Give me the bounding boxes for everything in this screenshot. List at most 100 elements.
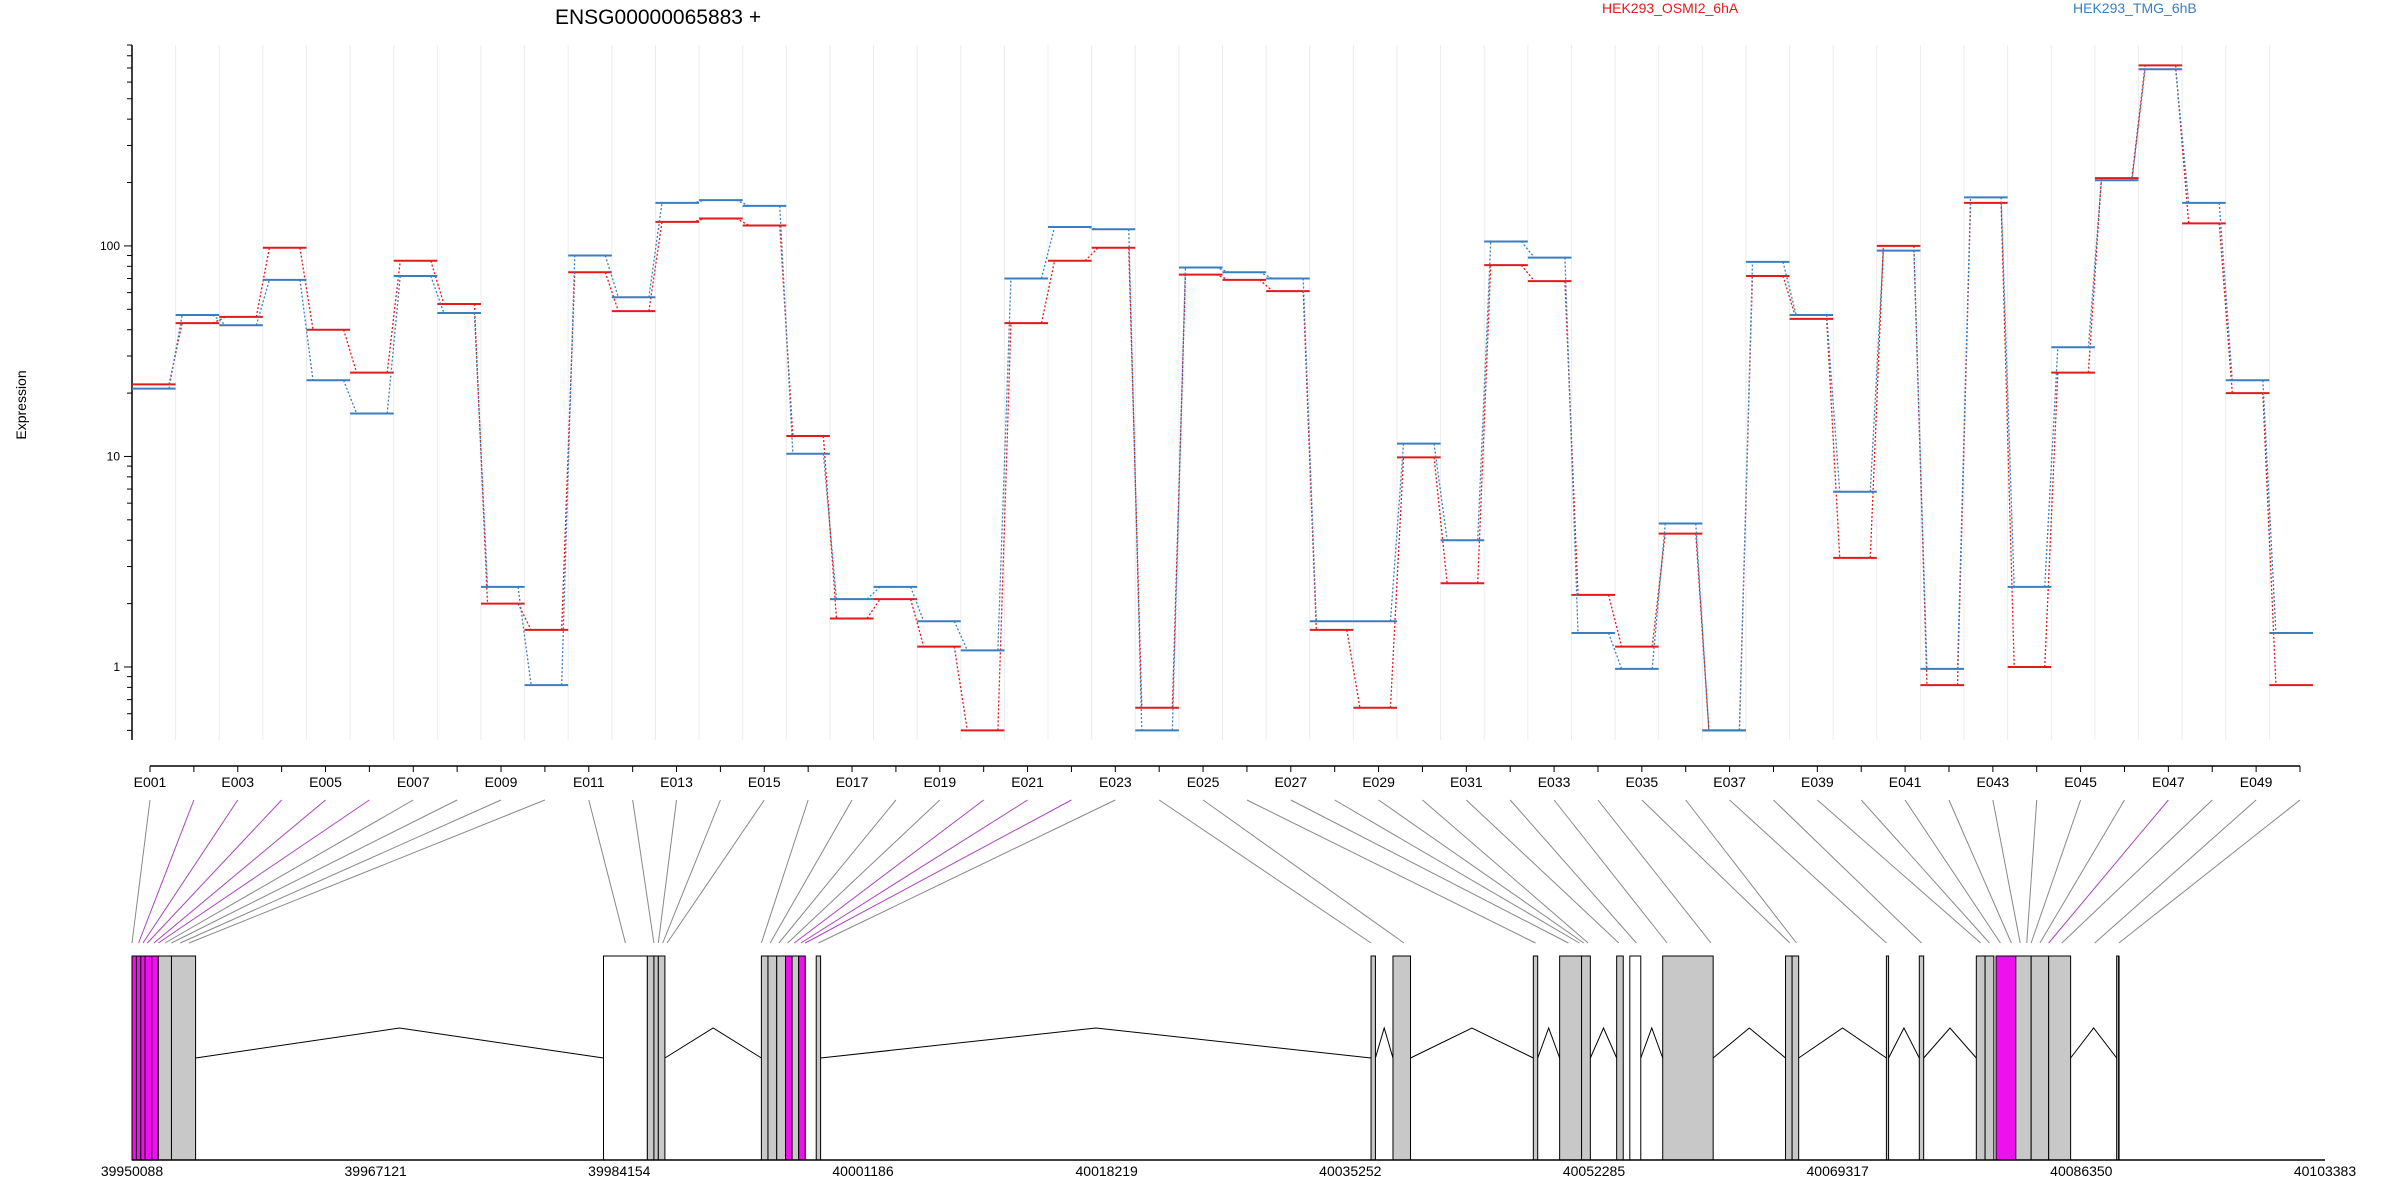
exon-box [1662,955,1714,1161]
exon-connector [1465,799,1620,944]
series-lines [132,64,2313,732]
exon-transition [2131,69,2146,181]
coord-tick-label: 40103383 [2294,1163,2357,1179]
exon-transition [1433,443,1448,541]
exon-box [776,955,787,1161]
exon-transition [1084,247,1099,262]
exon-transition [386,275,401,414]
exon-box [760,955,769,1161]
exon-axis: E001 E003 E005 E007 E009 E011 E013 E015 E017 E019… [134,765,2301,790]
exon-transition [430,275,445,314]
exon-connector [805,799,1072,944]
exon-transition [779,205,794,454]
exon-transition [1520,241,1535,259]
exon-box [1984,955,1995,1161]
exon-box [2048,955,2072,1161]
exon-transition [1607,594,1623,647]
gene-title: ENSG00000065883 + [555,6,761,29]
exon-connector [787,799,941,944]
exon-tick-label: E023 [1099,774,1132,790]
exon-transition [1389,443,1405,622]
exon-transition [1259,271,1273,280]
exon-tick-label: E019 [923,774,956,790]
exon-transition [1302,278,1317,622]
exon-box [1975,955,1986,1161]
exon-box [2030,955,2050,1161]
exon-tick-label: E045 [2064,774,2097,790]
exon-connector [138,799,195,944]
exon-tick-label: E027 [1274,774,1307,790]
exon-box [1559,955,1583,1161]
exon-tick-label: E021 [1011,774,1044,790]
exon-connector [1422,799,1589,944]
exon-transition [1128,229,1143,731]
exon-box [1581,955,1591,1161]
exon-transition [1651,533,1666,647]
exon-connector [1685,799,1797,944]
y-axis: 1 10 100 [100,44,133,740]
exon-box [657,955,666,1161]
exon-connector [1817,799,1982,944]
exon-box [1616,955,1624,1161]
exon-connector [2030,799,2082,944]
exon-box [1791,955,1800,1161]
exon-connector [158,799,370,944]
exon-transition [1956,197,1972,669]
exon-transition [473,312,489,587]
exon-transition [1695,523,1710,731]
exon-connector [793,799,984,944]
exon-box [1885,955,1890,1161]
exon-connector [800,799,1028,944]
exon-tick-label: E029 [1362,774,1395,790]
exon-transition [909,598,925,647]
exon-tick-label: E033 [1538,774,1571,790]
exon-transition [1564,257,1579,634]
exon-transition [1346,629,1361,708]
exon-connector [818,799,1116,944]
exon-connector [2094,799,2257,944]
exon-transition [2000,197,2015,587]
exon-transition [1128,247,1143,708]
coord-tick-label: 39984154 [588,1163,651,1179]
exon-tick-label: E049 [2240,774,2273,790]
exon-transition [866,586,881,600]
coord-tick-label: 39967121 [345,1163,408,1179]
exon-transition [299,247,314,330]
exon-connector [188,799,546,944]
intron-line [1374,1026,1394,1059]
exon-transition [1651,523,1666,669]
exon-transition [1695,533,1710,731]
intron-line [1589,1026,1618,1059]
intron-line [1712,1027,1786,1059]
series-b [132,68,2313,732]
exon-tick-label: E011 [573,774,605,790]
exon-connector [2118,799,2301,944]
exon-connector [1202,799,1405,944]
exon-box [1629,955,1642,1161]
exon-transition [168,314,183,389]
gene-model [131,955,2120,1161]
exon-transition [1782,275,1797,320]
exon-box [798,955,806,1161]
exon-box [602,955,648,1161]
coord-tick-label: 39950088 [101,1163,164,1179]
intron-line [1888,1026,1920,1059]
exon-connector [1773,799,1922,944]
exon-box [170,955,197,1161]
exon-transition [2087,178,2103,373]
intron-line [1537,1026,1561,1059]
exon-tick-label: E009 [485,774,518,790]
intron-line [2070,1027,2118,1059]
exon-transition [1259,279,1274,292]
exon-box [785,955,793,1161]
exon-connector [1509,799,1637,944]
exon-tick-label: E047 [2152,774,2185,790]
exon-connector [1158,799,1372,944]
exon-transition [1520,264,1535,282]
intron-line [664,1027,762,1059]
exon-tick-label: E025 [1187,774,1220,790]
exon-transition [1171,267,1187,731]
exon-transition [2174,65,2190,224]
exon-box [1995,955,2017,1161]
